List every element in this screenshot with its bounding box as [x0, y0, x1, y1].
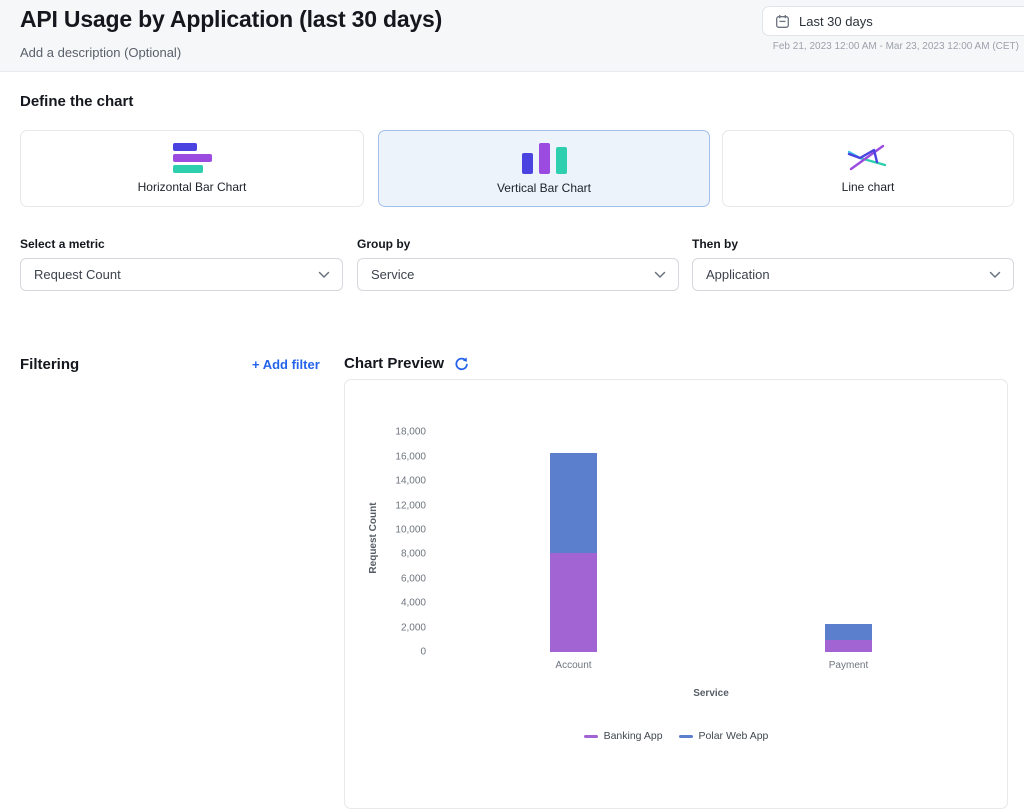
then-by-select[interactable]: Application — [692, 258, 1014, 291]
chevron-down-icon — [989, 271, 1001, 279]
then-by-label: Then by — [692, 237, 739, 251]
bar-segment — [825, 623, 872, 640]
date-range-button[interactable]: Last 30 days — [762, 6, 1024, 36]
chart-preview-heading: Chart Preview — [344, 355, 445, 372]
y-axis-title: Request Count — [368, 502, 379, 574]
line-chart-icon — [845, 143, 891, 173]
then-by-value: Application — [706, 267, 770, 282]
y-tick-label: 8,000 — [400, 548, 426, 560]
bar-segment — [550, 453, 597, 554]
vertical-bar-chart-icon — [521, 142, 567, 174]
y-tick-label: 18,000 — [395, 426, 426, 438]
x-category-label: Account — [555, 660, 592, 671]
x-axis-title: Service — [693, 688, 729, 699]
chart-type-card-horizontal-bar[interactable]: Horizontal Bar Chart — [20, 130, 364, 207]
legend-item[interactable]: Banking App — [583, 730, 663, 742]
chart-preview-panel: Request Count 0 2,000 4,000 6,000 8,000 10,00… — [344, 379, 1008, 809]
page-title: API Usage by Application (last 30 days) — [20, 6, 443, 32]
metric-select[interactable]: Request Count — [20, 258, 343, 291]
group-by-select[interactable]: Service — [357, 258, 679, 291]
add-filter-button[interactable]: + Add filter — [252, 357, 320, 372]
date-range-detail: Feb 21, 2023 12:00 AM - Mar 23, 2023 12:… — [772, 41, 1019, 52]
chevron-down-icon — [318, 271, 330, 279]
legend-label: Banking App — [603, 730, 663, 742]
y-tick-label: 16,000 — [395, 451, 426, 463]
chevron-down-icon — [654, 271, 666, 279]
header-band: API Usage by Application (last 30 days) … — [0, 0, 1024, 72]
legend-label: Polar Web App — [698, 730, 769, 742]
chart-type-label: Horizontal Bar Chart — [137, 180, 247, 194]
x-category-label: Payment — [828, 660, 869, 671]
chart-type-label: Line chart — [841, 180, 895, 194]
y-tick-label: 12,000 — [395, 500, 426, 512]
y-tick-label: 14,000 — [395, 475, 426, 487]
legend-swatch — [678, 734, 693, 738]
bar-segment — [825, 639, 872, 652]
group-by-label: Group by — [357, 237, 411, 251]
metric-label: Select a metric — [20, 237, 105, 251]
y-tick-label: 2,000 — [400, 622, 426, 634]
horizontal-bar-chart-icon — [172, 143, 212, 173]
chart-legend: Banking App Polar Web App — [345, 730, 1007, 742]
chart-type-label: Vertical Bar Chart — [496, 181, 592, 195]
define-chart-heading: Define the chart — [20, 93, 134, 110]
y-tick-label: 0 — [420, 646, 426, 658]
description-placeholder[interactable]: Add a description (Optional) — [20, 45, 182, 60]
legend-swatch — [583, 734, 598, 738]
chart-type-card-line[interactable]: Line chart — [722, 130, 1014, 207]
bar-segment — [550, 553, 597, 652]
chart-type-card-vertical-bar[interactable]: Vertical Bar Chart — [378, 130, 710, 207]
legend-item[interactable]: Polar Web App — [678, 730, 769, 742]
y-tick-label: 6,000 — [400, 573, 426, 585]
date-range-label: Last 30 days — [799, 13, 873, 29]
y-tick-label: 4,000 — [400, 597, 426, 609]
metric-value: Request Count — [34, 267, 121, 282]
filtering-heading: Filtering — [20, 356, 80, 373]
group-by-value: Service — [371, 267, 415, 282]
y-tick-label: 10,000 — [395, 524, 426, 536]
refresh-icon[interactable] — [453, 356, 469, 372]
calendar-icon — [775, 14, 790, 29]
